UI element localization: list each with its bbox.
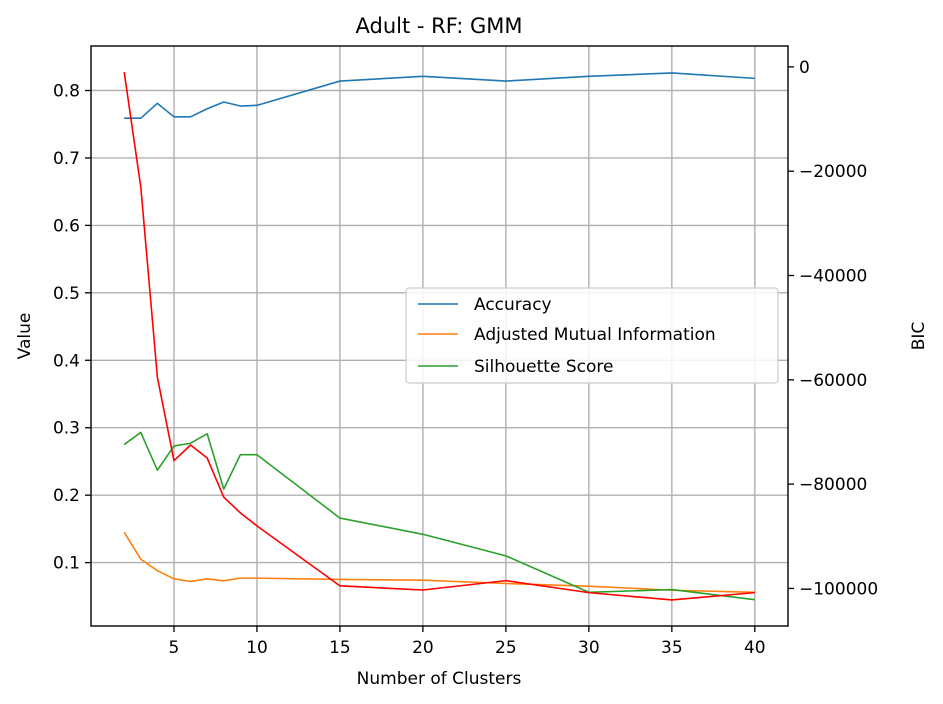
x-tick-label: 5 xyxy=(169,638,180,658)
y-axis-left: 0.1 0.2 0.3 0.4 0.5 0.6 0.7 0.8 xyxy=(53,82,91,574)
legend-label-ami: Adjusted Mutual Information xyxy=(474,325,716,345)
legend-label-accuracy: Accuracy xyxy=(474,295,552,315)
y-axis-label: Value xyxy=(15,313,35,360)
series-line-bic xyxy=(123,71,755,601)
y2-tick-label: −20000 xyxy=(799,162,867,182)
y-tick-label: 0.5 xyxy=(53,284,80,304)
x-tick-label: 15 xyxy=(329,638,351,658)
plot-frame xyxy=(90,45,789,627)
x-axis-label: Number of Clusters xyxy=(357,669,522,689)
y2-tick-label: −60000 xyxy=(799,371,867,391)
x-tick-label: 35 xyxy=(661,638,683,658)
y2-axis-label: BIC xyxy=(909,322,929,351)
y2-tick-label: −80000 xyxy=(799,475,867,495)
series-line-adjusted-mutual-information xyxy=(123,531,755,594)
legend-box xyxy=(405,287,779,384)
x-tick-label: 40 xyxy=(744,638,766,658)
y-tick-label: 0.3 xyxy=(53,419,80,439)
series-line-silhouette-score xyxy=(123,431,755,601)
chart-title: Adult - RF: GMM xyxy=(356,14,523,38)
legend-label-silhouette: Silhouette Score xyxy=(474,357,613,377)
x-tick-label: 25 xyxy=(495,638,517,658)
x-tick-label: 10 xyxy=(246,638,268,658)
y-tick-label: 0.7 xyxy=(53,149,80,169)
x-tick-label: 20 xyxy=(412,638,434,658)
x-tick-label: 30 xyxy=(578,638,600,658)
y-tick-label: 0.8 xyxy=(53,82,80,102)
y2-tick-label: 0 xyxy=(799,58,810,78)
y2-tick-label: −100000 xyxy=(799,579,878,599)
series-layer xyxy=(123,71,755,601)
legend: Accuracy Adjusted Mutual Information Sil… xyxy=(405,287,779,384)
y-tick-label: 0.1 xyxy=(53,554,80,574)
y-tick-label: 0.6 xyxy=(53,216,80,236)
y2-tick-label: −40000 xyxy=(799,266,867,286)
x-axis: 5 10 15 20 25 30 35 40 xyxy=(169,626,766,658)
y-tick-label: 0.4 xyxy=(53,351,80,371)
y-tick-label: 0.2 xyxy=(53,486,80,506)
series-line-accuracy xyxy=(124,72,755,119)
y-axis-right: 0 −20000 −40000 −60000 −80000 −100000 xyxy=(788,58,878,599)
